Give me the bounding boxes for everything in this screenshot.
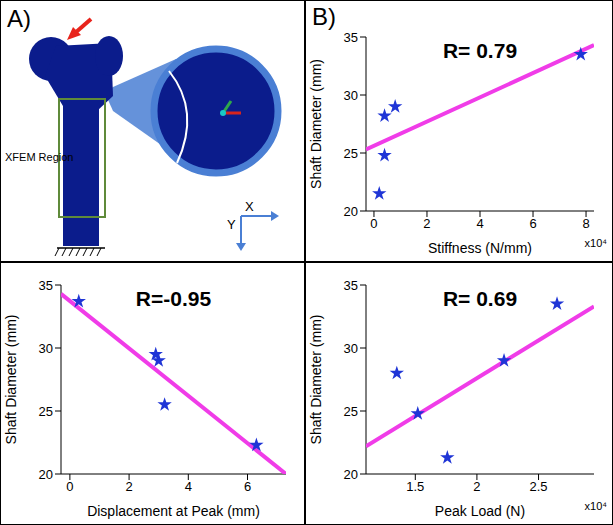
svg-text:20: 20 (344, 204, 358, 219)
svg-text:Stiffness (N/mm): Stiffness (N/mm) (428, 240, 532, 256)
svg-text:6: 6 (529, 216, 536, 231)
svg-text:8: 8 (582, 216, 589, 231)
html-text:R= 0.69: R= 0.69 (442, 287, 518, 310)
svg-text:20: 20 (344, 467, 358, 482)
svg-text:35: 35 (344, 30, 358, 45)
svg-text:Displacement at Peak (mm): Displacement at Peak (mm) (87, 503, 260, 519)
svg-text:4: 4 (476, 216, 483, 231)
html-text:R= 0.79: R= 0.79 (442, 39, 518, 62)
svg-text:2: 2 (473, 479, 480, 494)
svg-text:A): A) (7, 5, 31, 32)
svg-text:4: 4 (185, 479, 192, 494)
html-text:x10⁴: x10⁴ (584, 500, 607, 512)
svg-text:Peak Load (N): Peak Load (N) (435, 503, 525, 519)
html-text:R=-0.95: R=-0.95 (135, 287, 212, 310)
svg-text:35: 35 (39, 278, 53, 293)
svg-text:25: 25 (344, 404, 358, 419)
html-text:x10⁴: x10⁴ (584, 237, 607, 249)
svg-text:2: 2 (423, 216, 430, 231)
svg-text:2.5: 2.5 (530, 479, 548, 494)
svg-text:Y: Y (227, 217, 236, 232)
svg-text:30: 30 (39, 341, 53, 356)
html-text:B): B) (312, 3, 336, 30)
svg-text:Shaft Diameter (mm): Shaft Diameter (mm) (3, 315, 19, 445)
svg-text:Shaft Diameter (mm): Shaft Diameter (mm) (308, 59, 324, 189)
svg-text:25: 25 (39, 404, 53, 419)
svg-text:25: 25 (344, 146, 358, 161)
svg-text:1.5: 1.5 (406, 479, 424, 494)
svg-text:30: 30 (344, 88, 358, 103)
svg-text:6: 6 (244, 479, 251, 494)
svg-text:20: 20 (39, 467, 53, 482)
svg-text:0: 0 (370, 216, 377, 231)
svg-text:2: 2 (125, 479, 132, 494)
svg-text:X: X (245, 199, 254, 214)
svg-text:0: 0 (66, 479, 73, 494)
svg-text:35: 35 (344, 278, 358, 293)
svg-text:Shaft Diameter (mm): Shaft Diameter (mm) (308, 315, 324, 445)
svg-text:XFEM Region: XFEM Region (5, 151, 73, 163)
svg-text:30: 30 (344, 341, 358, 356)
